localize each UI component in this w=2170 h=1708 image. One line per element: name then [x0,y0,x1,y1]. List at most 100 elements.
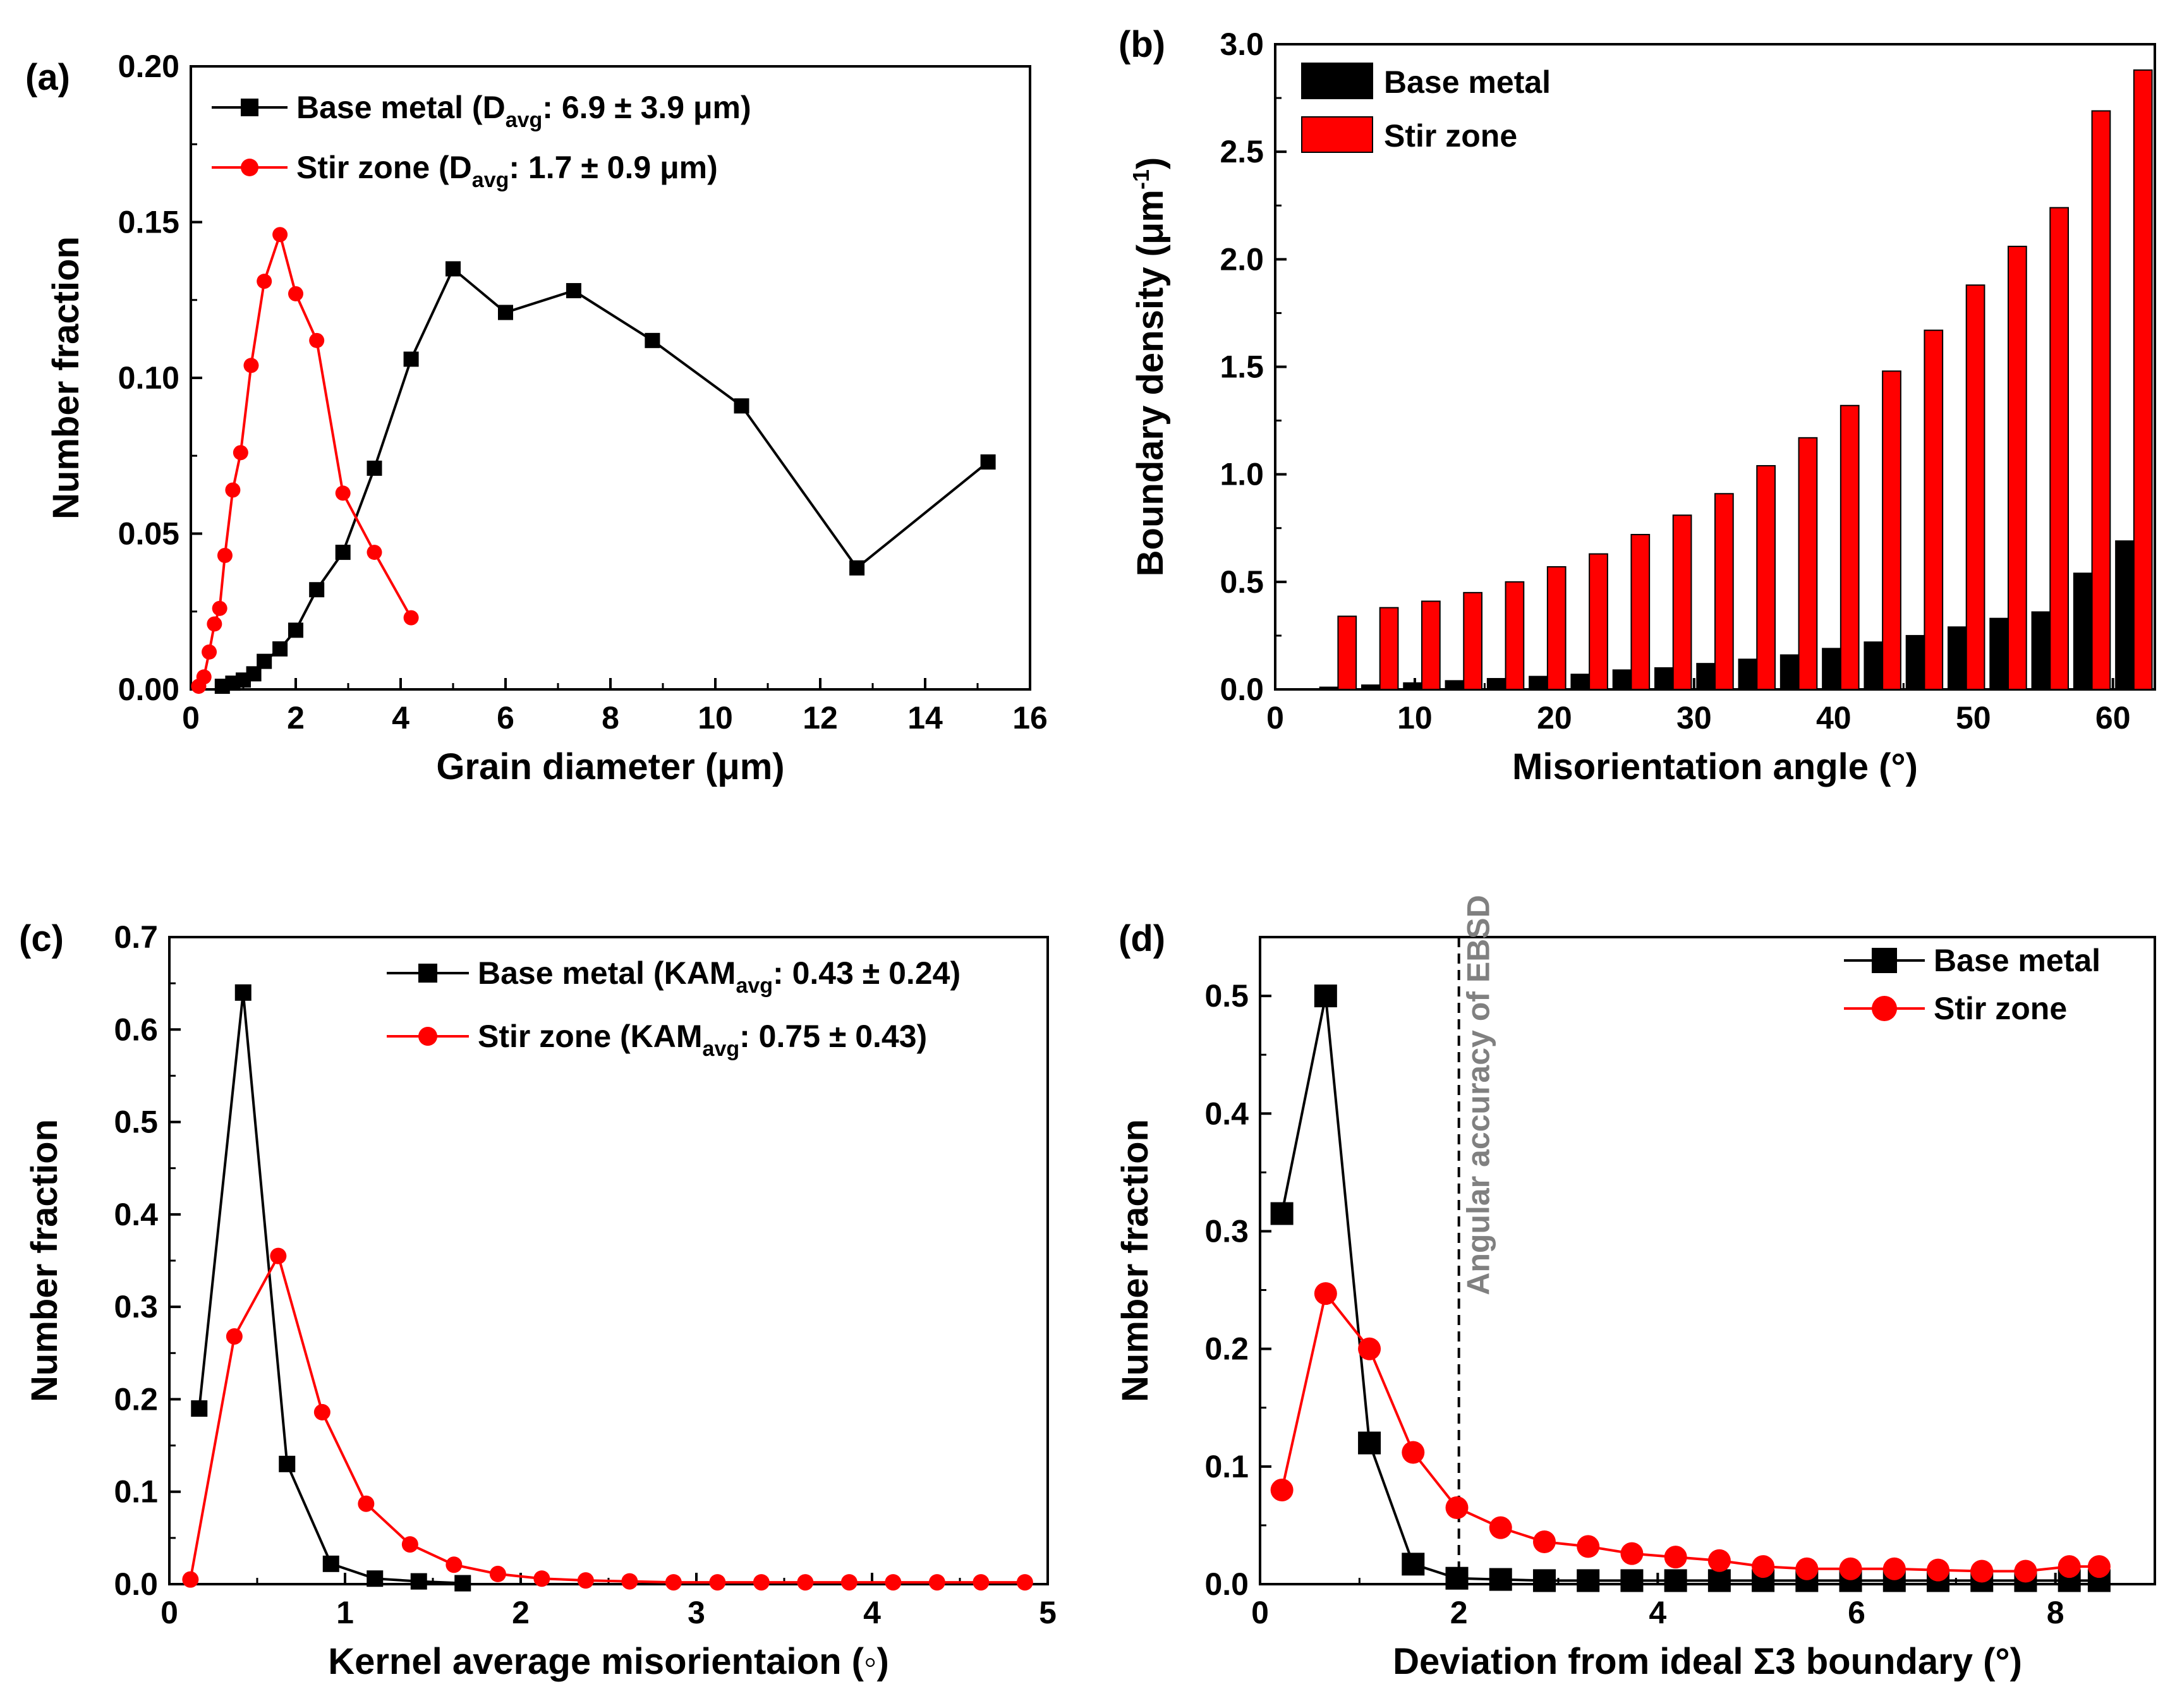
data-point [665,1574,682,1591]
bar [2133,69,2153,690]
data-point [1402,1441,1425,1464]
data-point [270,1247,287,1264]
y-tick-label: 0.05 [118,516,179,552]
data-point [849,560,865,576]
plot-frame [1259,936,2156,1585]
x-axis-label: Misorientation angle (°) [1512,746,1918,787]
y-tick-label: 1.0 [1220,457,1264,492]
bar [1738,658,1758,691]
x-tick-label: 0 [161,1595,178,1630]
x-tick-label: 0 [1251,1595,1269,1630]
y-axis-label: Boundary density (μm-1) [1128,157,1171,577]
y-tick-label: 3.0 [1220,27,1264,62]
data-point [1752,1555,1775,1578]
bar [2049,207,2070,690]
x-tick-label: 30 [1676,700,1712,736]
data-point [202,644,217,660]
bar [1319,686,1339,691]
data-point [1882,1557,1906,1580]
x-axis-label: Deviation from ideal Σ3 boundary (°) [1393,1641,2022,1682]
data-point [1707,1569,1731,1592]
data-point [1016,1574,1033,1591]
bar [1989,617,2009,690]
x-tick-label: 12 [803,700,838,736]
y-tick-label: 0.4 [114,1197,158,1232]
data-point [1664,1569,1687,1592]
bar [1361,684,1381,691]
x-tick-label: 6 [1848,1595,1865,1630]
x-tick-label: 4 [1649,1595,1666,1630]
data-point [489,1565,506,1582]
data-point [403,351,419,367]
x-tick-label: 5 [1039,1595,1057,1630]
data-point [226,1328,243,1345]
bar [2115,540,2135,690]
data-point [1707,1549,1731,1572]
bar [1905,634,1925,691]
data-point [454,1575,471,1592]
x-tick-label: 60 [2095,700,2131,736]
series-base-metal [1270,984,2111,1592]
data-point [1358,1431,1381,1455]
series-line [1280,995,2099,1582]
data-point [191,1400,208,1417]
panel-a-chart: 0 2 4 6 8 10 12 14 16 0.00 0.05 0.10 0.15 0.20 Grain d… [25,49,1048,787]
data-point [1270,1479,1294,1502]
y-tick-label: 0.3 [1204,1213,1249,1249]
legend-entry: Stir zone [1934,991,2067,1026]
data-point [1620,1542,1644,1565]
y-tick-label: 0.0 [1220,672,1264,707]
data-point [1489,1568,1512,1591]
data-point [272,641,288,657]
data-point [2058,1555,2081,1578]
legend-marker [241,159,258,176]
bar [1445,680,1465,691]
data-point [1839,1557,1862,1580]
data-point [1532,1569,1556,1592]
x-tick-label: 6 [497,700,514,736]
legend-entry: Base metal (Davg: 6.9 ± 3.9 μm) [296,90,751,132]
legend-swatch [1301,116,1373,153]
bar [2008,245,2027,690]
y-tick-label: 0.3 [114,1289,158,1324]
y-tick-label: 0.2 [1204,1331,1249,1367]
data-point [272,227,288,243]
data-point [288,622,303,638]
data-point [1664,1546,1687,1569]
x-tick-label: 20 [1537,700,1572,736]
bar [1779,654,1800,690]
bar [1882,370,1901,690]
y-tick-label: 0.0 [1204,1566,1249,1602]
y-tick-label: 2.0 [1220,241,1264,277]
data-point [980,454,996,470]
bar [1822,648,1841,690]
data-point [734,398,749,414]
data-point [928,1574,945,1591]
data-point [322,1555,339,1572]
x-tick-label: 2 [287,700,305,736]
series-stir-zone [182,1247,1033,1591]
y-tick-label: 0.5 [1220,564,1264,600]
x-axis-label: Grain diameter (μm) [436,746,784,787]
data-point [1489,1516,1512,1539]
data-point [1314,984,1337,1008]
data-point [1445,1566,1469,1590]
bar [1924,329,1944,690]
bar [1570,674,1591,690]
x-tick-label: 3 [688,1595,705,1630]
panel-b-chart: 0 10 20 30 40 50 60 0.0 0.5 1.0 1.5 2.0 2.5 3.0 Misori… [1118,24,2156,787]
y-tick-label: 0.2 [114,1381,158,1417]
data-point [2014,1560,2037,1583]
y-tick-label: 0.15 [118,205,179,240]
data-point [1795,1557,1819,1580]
data-point [1532,1530,1556,1553]
legend-entry: Base metal [1934,943,2100,978]
x-tick-label: 14 [907,700,943,736]
data-point [212,600,227,616]
bar [1486,677,1506,690]
data-point [533,1570,550,1587]
y-tick-label: 0.0 [114,1566,158,1602]
legend-entry: Base metal (KAMavg: 0.43 ± 0.24) [478,955,961,998]
y-axis-label: Number fraction [1115,1119,1156,1402]
